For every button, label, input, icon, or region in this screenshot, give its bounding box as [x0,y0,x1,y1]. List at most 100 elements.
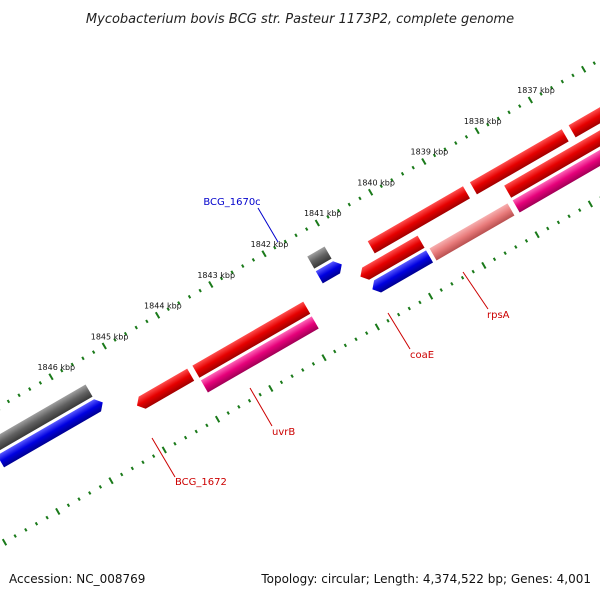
major-tick [268,384,274,392]
gene-coaE[interactable] [369,250,434,295]
outer-scale-ticks [0,61,596,412]
major-tick [261,250,267,258]
accession-label: Accession: [9,572,73,586]
gene-label-bcg-1672[interactable]: BCG_1672 [175,477,227,488]
gene-label-uvrB[interactable]: uvrB [272,427,295,438]
minor-tick [556,220,561,225]
minor-tick [333,349,337,354]
minor-tick [592,61,596,66]
minor-tick [518,104,522,109]
tick-labels: 1837 kbp 1838 kbp 1839 kbp 1840 kbp 1841 kbp… [37,86,554,372]
major-tick [421,157,427,166]
major-tick [374,323,380,331]
minor-tick [24,528,28,532]
minor-tick [358,196,362,201]
length-label: Length: [373,572,420,586]
minor-tick [546,226,550,231]
major-tick [474,127,480,135]
gene-uvrB[interactable] [200,316,319,393]
tick-label: 1837 kbp [517,86,555,95]
major-tick [154,311,161,319]
inner-scale-ticks [1,195,600,546]
tick-label: 1845 kbp [91,332,129,341]
genes-value: 4,001 [556,572,591,586]
minor-tick [173,441,177,446]
minor-tick [507,110,511,115]
gene-label-bcg-1670c[interactable]: BCG_1670c [203,197,260,208]
minor-tick [567,214,571,219]
major-tick [1,538,8,546]
minor-tick [81,356,85,361]
tick-label: 1840 kbp [357,178,395,187]
minor-tick [471,269,475,274]
gene-red-lower-1[interactable] [357,235,425,283]
minor-tick [301,368,305,372]
minor-tick [88,491,92,495]
minor-tick [251,258,256,262]
minor-tick [166,307,170,312]
major-tick [581,65,587,73]
minor-tick [34,521,39,526]
minor-tick [237,405,241,409]
minor-tick [514,245,518,249]
minor-tick [492,257,497,262]
minor-tick [77,497,81,502]
minor-tick [418,300,422,305]
gene-label-coaE[interactable]: coaE [410,350,434,361]
minor-tick [396,312,401,317]
minor-tick [343,343,348,348]
gene-bcg-1670c[interactable] [315,258,346,284]
minor-tick [524,238,529,243]
minor-tick [13,534,17,538]
minor-tick [258,392,262,397]
genome-stats: Topology: circular; Length: 4,374,522 bp… [261,572,591,586]
minor-tick [141,460,145,465]
minor-tick [486,122,490,127]
genes-label: Genes: [510,572,553,586]
gene-bcg-1670c-top[interactable] [307,246,332,269]
gene-red-upper-3[interactable] [568,55,600,138]
minor-tick [60,368,64,373]
gene-red-upper-2[interactable] [469,129,569,195]
minor-tick [6,399,11,404]
minor-tick [439,288,443,292]
map-title: Mycobacterium bovis BCG str. Pasteur 117… [86,12,514,27]
major-tick [427,292,434,300]
tick-label: 1846 kbp [37,363,75,372]
minor-tick [91,350,96,355]
gene-pink-lower-2[interactable] [512,87,600,213]
topology-value: circular [321,572,366,586]
minor-tick [550,85,554,90]
minor-tick [120,472,124,477]
gene-red-upper-1[interactable] [367,186,470,254]
minor-tick [113,337,117,342]
genome-backbone [0,67,600,553]
minor-tick [17,393,21,398]
major-tick [314,219,320,227]
minor-tick [205,423,209,428]
minor-tick [98,484,103,489]
minor-tick [28,387,32,391]
minor-tick [390,178,394,182]
tick-label: 1844 kbp [144,302,182,311]
minor-tick [247,398,252,403]
topology-label: Topology: [261,572,318,586]
length-value: 4,374,522 bp [422,572,503,586]
gene-rpsA[interactable] [429,203,515,261]
gene-blue-left[interactable] [0,396,106,468]
gene-uvrB-top[interactable] [192,301,311,378]
minor-tick [311,361,316,366]
gene-bcg-1672[interactable] [133,368,195,412]
gene-label-rpsA[interactable]: rpsA [487,310,510,321]
gene-gray-left[interactable] [0,384,93,453]
minor-tick [198,288,202,293]
major-tick [48,373,54,381]
major-tick [108,477,114,485]
minor-tick [66,503,71,508]
minor-tick [123,331,128,336]
minor-tick [283,239,288,244]
minor-tick [464,135,469,139]
minor-tick [503,251,507,256]
minor-tick [219,276,224,281]
gene-red-lower-2[interactable] [504,72,600,198]
